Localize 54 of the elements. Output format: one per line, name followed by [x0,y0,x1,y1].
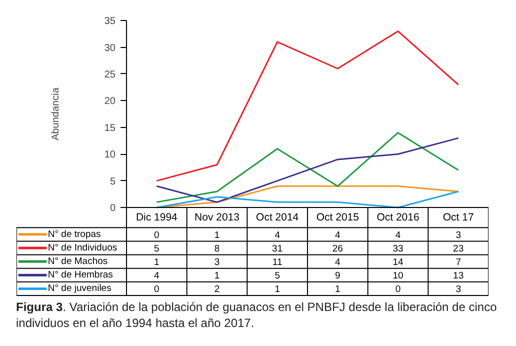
data-label: 4 [395,230,401,241]
y-tick-label: 0 [110,203,116,214]
legend-label: N° de juveniles [48,283,112,294]
data-label: 1 [214,230,220,241]
text: Figura 3. Variación de la población de guanacos en el PNBFJ desde la liberación de cinco individuos en el año 1994 hasta el año 2017. [16,299,498,332]
legend-label: N° de tropas [48,228,102,240]
data-label: 8 [214,243,220,254]
data-label: 0 [395,284,401,296]
line-series [156,30,460,182]
y-axis-title: Abundancia [50,87,62,140]
y-tick-label: 35 [104,16,116,28]
legend-label: N° de Individuos [48,242,118,254]
data-label: 5 [154,243,160,254]
x-tick-label: Oct 17 [442,212,474,224]
legend-label: N° de Hembras [48,270,114,281]
y-tick-label: 10 [104,150,116,161]
data-label: 31 [272,243,283,254]
data-label: 26 [332,243,343,254]
x-tick-label: Oct 2014 [256,212,299,224]
data-label: 1 [335,284,340,296]
data-label: 5 [274,270,280,282]
line-series [156,190,460,208]
data-label: 1 [274,284,280,296]
y-tick-label: 5 [110,176,116,188]
data-label: 13 [453,270,464,282]
data-label: 4 [335,230,340,241]
x-tick-label: Oct 2016 [376,212,420,224]
data-label: 2 [214,284,220,296]
y-tick-label: 20 [104,96,116,108]
line-series [156,185,460,208]
y-tick-label: 15 [104,122,116,134]
data-label: 4 [154,270,160,282]
data-label: 10 [392,270,404,282]
data-label: 9 [335,270,340,282]
data-label: 4 [274,230,280,241]
data-label: 1 [154,257,160,268]
x-tick-label: Nov 2013 [194,212,240,224]
x-tick-label: Oct 2015 [316,212,360,224]
data-label: 3 [214,257,220,268]
data-label: 1 [214,270,220,282]
data-label: 11 [272,257,282,268]
data-label: 7 [456,257,461,268]
y-tick-label: 30 [104,42,116,54]
data-label: 3 [456,230,461,241]
data-label: 0 [154,284,160,296]
data-label: 14 [392,257,404,268]
data-label: 4 [335,257,340,268]
data-label: 0 [154,230,160,241]
data-label: 33 [392,243,404,254]
y-tick-label: 25 [104,69,116,80]
data-label: 23 [453,243,464,254]
x-tick-label: Dic 1994 [136,212,178,224]
legend-label: N° de Machos [48,256,108,268]
data-label: 3 [456,284,461,296]
